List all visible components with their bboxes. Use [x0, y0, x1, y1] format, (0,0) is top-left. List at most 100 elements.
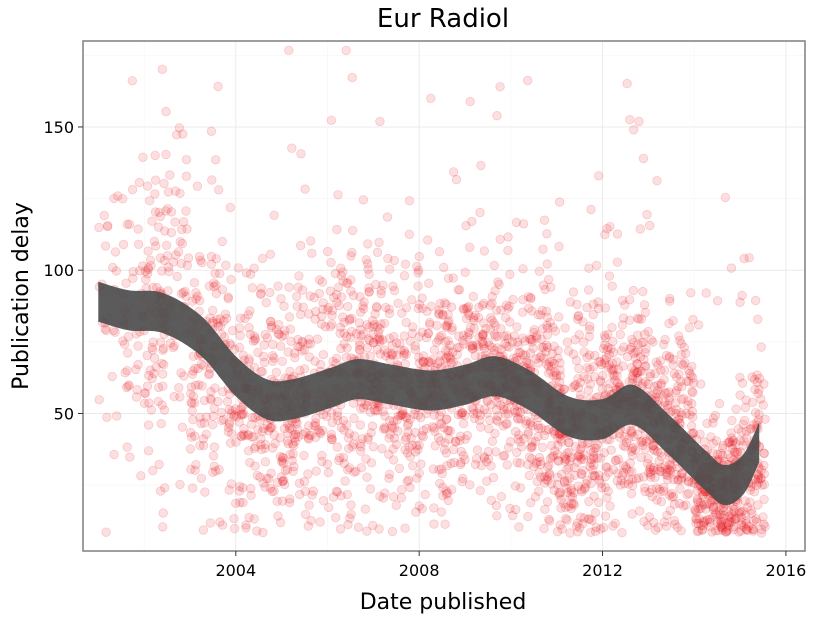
data-point [572, 457, 582, 467]
data-point [438, 482, 448, 493]
data-point [588, 451, 599, 462]
data-point [257, 253, 268, 264]
data-point [306, 339, 316, 349]
data-point [529, 325, 540, 335]
data-point [400, 259, 411, 269]
data-point [512, 322, 522, 332]
data-point [344, 428, 355, 439]
data-point [364, 322, 374, 333]
data-point [384, 433, 394, 443]
data-point [344, 315, 355, 325]
data-point [562, 448, 572, 458]
data-point [600, 482, 611, 493]
data-point [536, 423, 546, 433]
data-point [209, 281, 219, 292]
data-point [513, 414, 523, 424]
data-point [538, 324, 548, 334]
data-point [491, 500, 502, 511]
data-point [562, 337, 573, 347]
data-point [429, 345, 440, 355]
data-point [382, 348, 393, 358]
data-point [462, 303, 472, 313]
data-point [227, 406, 237, 416]
data-point [199, 361, 209, 371]
data-point [469, 413, 480, 424]
data-point [472, 408, 483, 418]
data-point [265, 287, 275, 298]
data-point [284, 497, 295, 508]
data-point [625, 114, 635, 125]
data-point [554, 488, 564, 498]
data-point [571, 355, 582, 366]
data-point [500, 312, 511, 323]
data-point [660, 334, 670, 345]
data-point [339, 339, 349, 349]
data-point [362, 400, 373, 411]
data-point [590, 508, 601, 518]
data-point [410, 447, 421, 457]
data-point [403, 475, 414, 485]
data-point [542, 330, 553, 340]
data-point [595, 375, 606, 386]
data-point [354, 344, 365, 355]
data-point [428, 354, 438, 365]
data-point [187, 398, 197, 408]
data-point [175, 188, 185, 199]
data-point [562, 476, 573, 486]
data-point [396, 485, 407, 495]
data-point [363, 239, 373, 249]
data-point [381, 302, 391, 313]
data-point [414, 468, 424, 478]
data-point [435, 356, 445, 367]
data-point [476, 160, 486, 171]
data-point [624, 295, 635, 305]
data-point [308, 486, 319, 496]
data-point [163, 187, 174, 197]
data-point [590, 372, 600, 382]
data-point [590, 526, 601, 537]
data-point [475, 410, 486, 420]
data-point [564, 438, 574, 448]
data-point [169, 391, 179, 402]
data-point [570, 463, 580, 473]
data-point [346, 275, 356, 285]
data-point [468, 291, 479, 302]
data-point [560, 502, 571, 513]
data-point [244, 512, 254, 523]
data-point [470, 310, 480, 321]
data-point [250, 461, 260, 471]
data-point [235, 497, 245, 508]
data-point [142, 381, 153, 391]
data-point [443, 346, 453, 356]
data-point [589, 460, 599, 470]
data-point [314, 288, 325, 299]
data-point [547, 356, 557, 367]
data-point [147, 373, 157, 384]
data-point [539, 353, 549, 363]
data-point [164, 266, 174, 277]
data-point [259, 357, 270, 368]
data-point [600, 354, 610, 365]
data-point [440, 438, 450, 448]
data-point [206, 386, 216, 397]
x-tick-label: 2012 [582, 561, 623, 580]
data-point [550, 429, 560, 439]
data-point [111, 266, 122, 276]
data-point [434, 308, 444, 318]
data-point [756, 342, 766, 352]
data-point [186, 432, 197, 442]
data-point [397, 308, 407, 318]
data-point [318, 304, 328, 315]
data-point [455, 435, 465, 446]
data-point [344, 443, 354, 454]
data-point [362, 320, 372, 330]
data-point [418, 356, 428, 367]
data-point [446, 458, 456, 469]
data-point [399, 350, 409, 361]
data-point [223, 294, 233, 304]
data-point [205, 313, 215, 323]
data-point [406, 433, 416, 443]
data-point [385, 429, 395, 439]
data-point [460, 455, 470, 465]
